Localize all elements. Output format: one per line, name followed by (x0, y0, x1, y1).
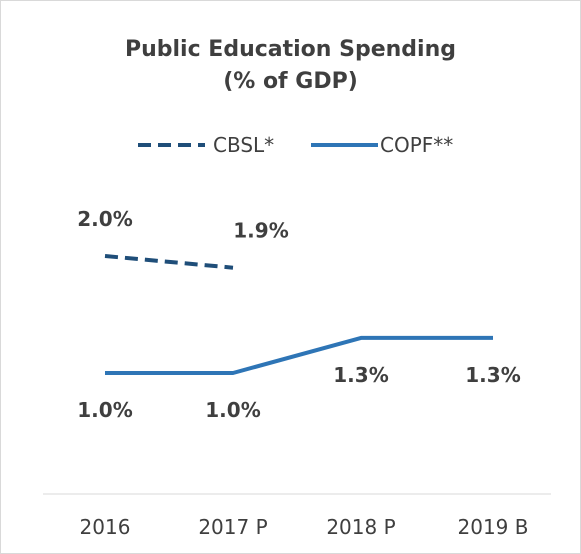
chart-subtitle: (% of GDP) (223, 69, 358, 94)
data-label: 1.9% (233, 219, 288, 243)
data-label: 1.3% (333, 363, 388, 387)
x-tick-label: 2016 (80, 515, 131, 539)
data-label: 1.3% (465, 363, 520, 387)
legend-label-cbsl: CBSL* (213, 133, 274, 157)
chart-title-block: Public Education Spending (% of GDP) (0, 34, 581, 98)
chart-title: Public Education Spending (124, 37, 456, 62)
legend: CBSL* COPF** (138, 133, 453, 157)
series-line-copf (105, 335, 493, 375)
x-tick-label: 2018 P (326, 515, 395, 539)
series-lines (104, 254, 493, 375)
x-axis-ticks: 2016 2017 P 2018 P 2019 B (80, 515, 529, 539)
data-labels: 2.0% 1.9% 1.0% 1.0% 1.3% 1.3% (77, 207, 520, 422)
data-label: 1.0% (205, 398, 260, 422)
data-label: 1.0% (77, 398, 132, 422)
legend-label-copf: COPF** (380, 133, 453, 157)
data-label: 2.0% (77, 207, 132, 231)
series-line-cbsl (104, 254, 234, 270)
x-tick-label: 2017 P (198, 515, 267, 539)
x-tick-label: 2019 B (458, 515, 529, 539)
